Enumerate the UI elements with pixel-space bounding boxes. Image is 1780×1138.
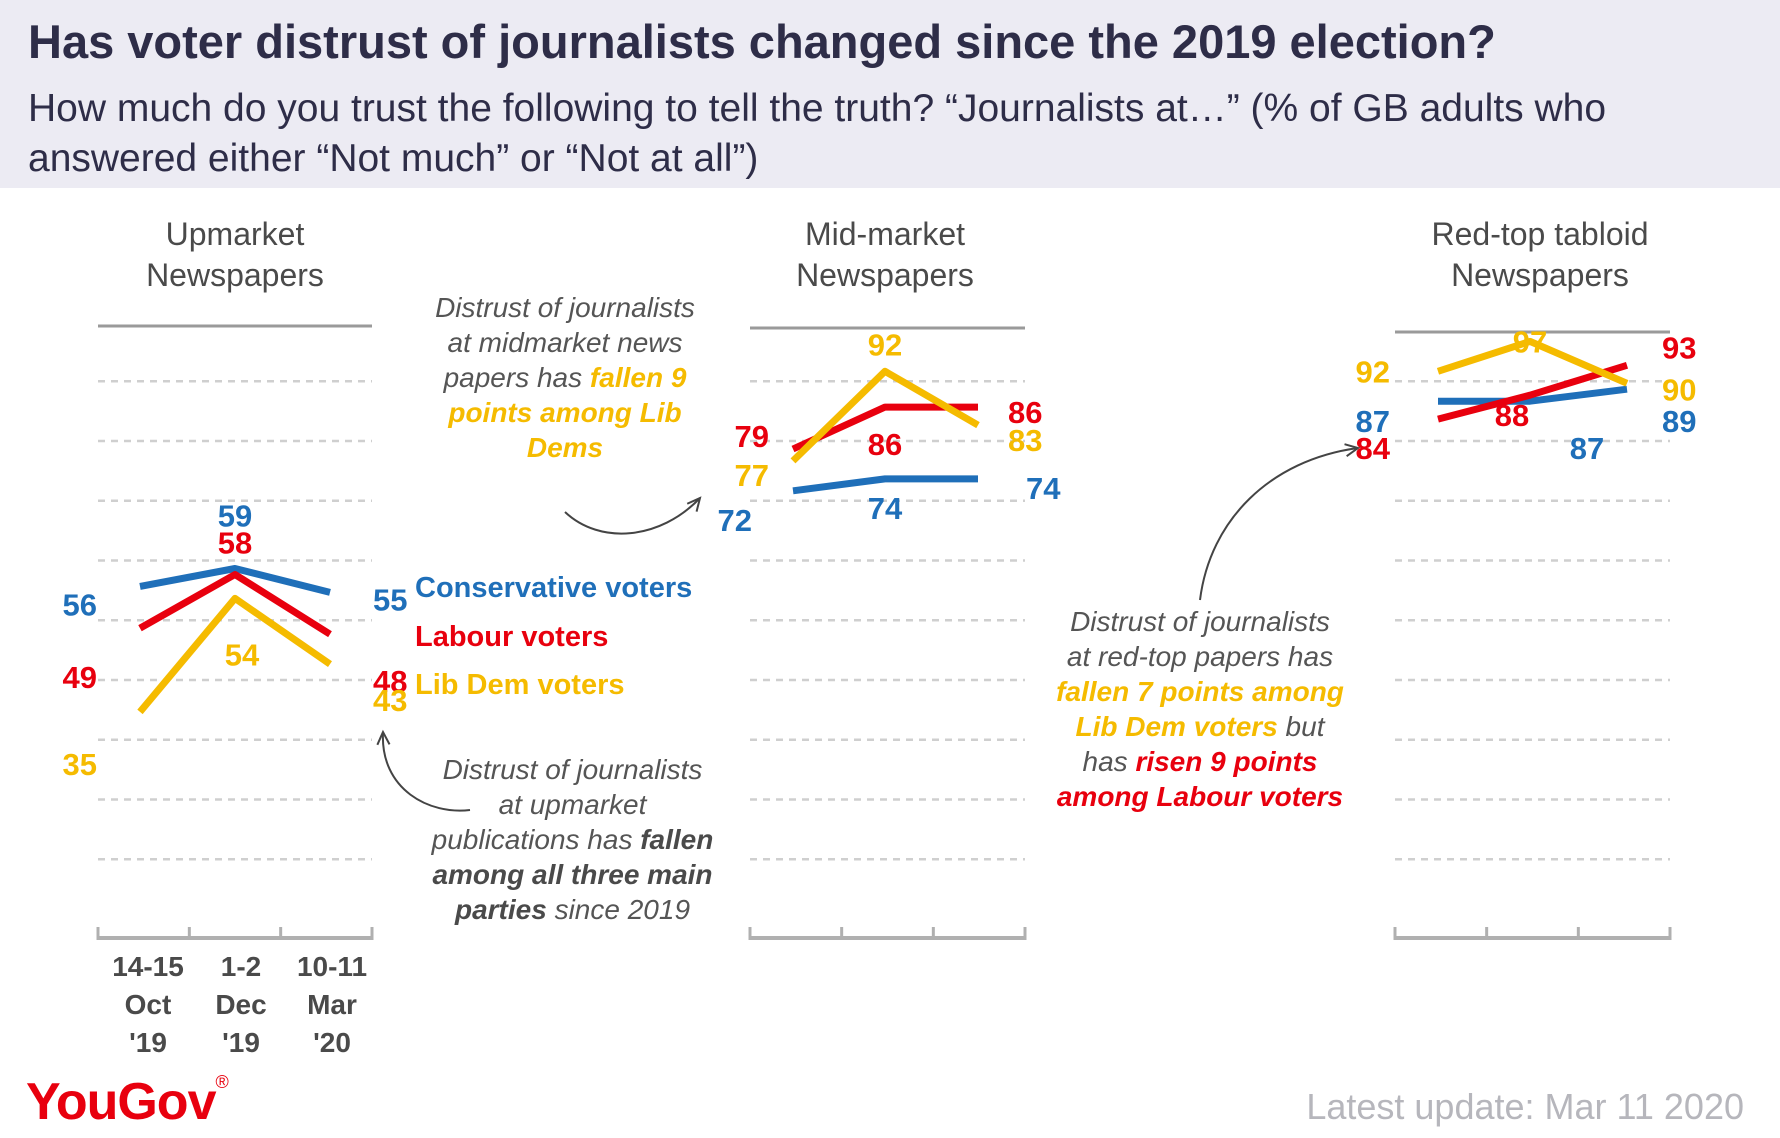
arrow-upmarket [381,731,471,812]
x-label-oct19: 14-15 Oct '19 [98,948,198,1062]
data-label-upmarket-conservative-1: 59 [218,498,252,533]
annotation-upmarket-tail: since 2019 [546,894,691,925]
annotation-redtop-mid: but has [1082,711,1325,777]
data-label-redtop-conservative-1: 87 [1570,431,1604,466]
annotation-redtop-bold2: risen 9 points among Labour voters [1056,746,1344,812]
annotation-redtop-bold1: fallen 7 points among Lib Dem voters [1056,676,1344,742]
data-label-redtop-libdem-1: 97 [1513,324,1547,359]
panel-title-midmarket: Mid-market Newspapers [796,216,974,293]
data-label-redtop-conservative-2: 89 [1662,404,1696,439]
arrow-redtop-head [1344,443,1361,457]
yougov-logo: YouGov® [26,1072,229,1132]
x-label-oct19-line1: 14-15 [112,951,184,982]
legend-labour-label: Labour voters [415,621,609,653]
data-label-redtop-labour-2: 93 [1662,330,1696,365]
series-line-midmarket-libdem [790,367,980,464]
x-label-mar20-line3: '20 [313,1027,351,1058]
legend-conservative-label: Conservative voters [415,572,693,604]
data-label-midmarket-conservative-2: 74 [1026,471,1061,506]
arrow-redtop [1199,447,1359,601]
legend-libdem: Lib Dem voters [415,669,625,702]
x-label-oct19-line3: '19 [129,1027,167,1058]
x-label-oct19-line2: Oct [124,989,172,1020]
data-label-redtop-conservative-0: 87 [1356,404,1390,439]
data-label-upmarket-conservative-2: 55 [373,582,407,617]
x-label-mar20: 10-11 Mar '20 [282,948,382,1062]
annotation-upmarket-bold: fallen among all three main parties [432,824,714,925]
annotation-midmarket-bold: fallen 9 points among Lib Dems [448,362,687,463]
x-label-dec19: 1-2 Dec '19 [191,948,291,1062]
series-line-redtop-libdem [1436,337,1629,387]
series-line-redtop-conservative [1438,385,1628,405]
data-label-redtop-libdem-2: 90 [1662,372,1696,407]
data-label-upmarket-libdem-0: 35 [63,747,97,782]
annotation-midmarket-text: Distrust of journalists at midmarket new… [435,292,695,393]
data-label-midmarket-labour-2: 86 [1008,395,1042,430]
arrow-midmarket [564,497,701,535]
data-label-upmarket-libdem-2: 43 [373,683,407,718]
data-label-redtop-labour-1: 88 [1495,398,1529,433]
annotation-upmarket-text: Distrust of journalists at upmarket publ… [431,754,703,855]
series-line-upmarket-conservative [139,565,331,596]
data-label-redtop-labour-0: 84 [1356,431,1391,466]
x-label-dec19-line1: 1-2 [220,951,262,982]
latest-update: Latest update: Mar 11 2020 [1306,1086,1744,1127]
data-label-midmarket-conservative-1: 74 [868,491,903,526]
data-label-midmarket-libdem-2: 83 [1008,423,1042,458]
series-line-upmarket-labour [138,571,332,638]
data-label-midmarket-conservative-0: 72 [718,503,752,538]
arrow-midmarket-head [686,496,702,512]
chart-title: Has voter distrust of journalists change… [28,15,1496,68]
panel-title-redtop: Red-top tabloid Newspapers [1431,216,1649,293]
data-label-upmarket-labour-2: 48 [373,664,407,699]
data-label-upmarket-labour-0: 49 [63,660,97,695]
panel-title-upmarket: Upmarket Newspapers [146,216,324,293]
logo-registered-mark: ® [215,1072,228,1092]
x-label-dec19-line2: Dec [215,989,267,1020]
legend-libdem-label: Lib Dem voters [415,669,625,701]
annotation-upmarket: Distrust of journalists at upmarket publ… [430,752,715,927]
x-label-dec19-line3: '19 [222,1027,260,1058]
x-label-mar20-line1: 10-11 [296,951,368,982]
arrow-upmarket-head [376,729,391,746]
data-label-upmarket-labour-1: 58 [218,525,252,560]
data-label-midmarket-labour-1: 86 [868,427,902,462]
legend-labour: Labour voters [415,621,608,654]
data-label-upmarket-conservative-0: 56 [63,587,97,622]
header-band: Has voter distrust of journalists change… [0,0,1780,188]
data-label-upmarket-libdem-1: 54 [225,637,260,672]
series-line-upmarket-libdem [137,594,332,715]
annotation-redtop: Distrust of journalists at red-top paper… [1055,604,1345,814]
annotation-redtop-text: Distrust of journalists at red-top paper… [1066,606,1334,672]
annotation-midmarket: Distrust of journalists at midmarket new… [420,290,710,465]
series-line-midmarket-conservative [792,475,978,495]
data-label-midmarket-libdem-0: 77 [735,458,769,493]
data-label-midmarket-labour-0: 79 [735,419,769,454]
chart-subtitle: How much do you trust the following to t… [28,87,1607,180]
series-line-redtop-labour [1437,361,1629,423]
data-label-midmarket-libdem-1: 92 [868,327,902,362]
logo-text: YouGov [26,1073,216,1131]
data-label-redtop-libdem-0: 92 [1356,354,1390,389]
legend-conservative: Conservative voters [415,572,692,605]
x-label-mar20-line2: Mar [307,989,357,1020]
